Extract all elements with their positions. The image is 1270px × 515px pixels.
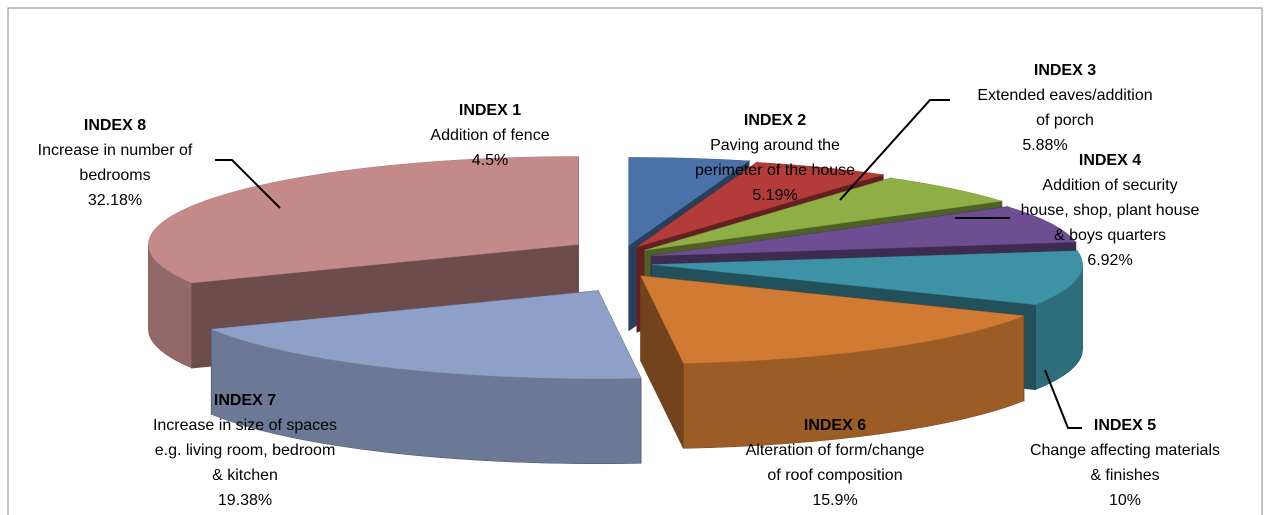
- label-text: of porch: [1036, 112, 1094, 129]
- label-text: of roof composition: [767, 467, 902, 484]
- label-text: house, shop, plant house: [1021, 202, 1200, 219]
- value-label: 10%: [1109, 492, 1141, 509]
- label-text: e.g. living room, bedroom: [155, 442, 336, 459]
- leader-line: [839, 99, 950, 201]
- slice-top: [148, 156, 579, 284]
- label-text: Paving around the: [710, 137, 840, 154]
- leader-line: [215, 159, 281, 209]
- value-label: 32.18%: [88, 192, 142, 209]
- label-text: Increase in size of spaces: [153, 417, 337, 434]
- label-text: Addition of fence: [430, 127, 549, 144]
- value-label: 19.38%: [218, 492, 272, 509]
- value-label: 5.88%: [1022, 137, 1067, 154]
- label-title: INDEX 8: [84, 117, 146, 134]
- label-title: INDEX 5: [1094, 417, 1156, 434]
- label-title: INDEX 3: [1034, 62, 1096, 79]
- value-label: 6.92%: [1087, 252, 1132, 269]
- label-text: Addition of security: [1042, 177, 1177, 194]
- label-text: & kitchen: [212, 467, 278, 484]
- label-title: INDEX 1: [459, 102, 521, 119]
- label-title: INDEX 7: [214, 392, 276, 409]
- label-text: bedrooms: [79, 167, 150, 184]
- slice-top: [651, 206, 1077, 257]
- label-title: INDEX 2: [744, 112, 806, 129]
- slice-top: [628, 157, 750, 246]
- value-label: 5.19%: [752, 187, 797, 204]
- label-title: INDEX 6: [804, 417, 866, 434]
- slice-top: [636, 162, 884, 248]
- value-label: 15.9%: [812, 492, 857, 509]
- leader-line: [1044, 369, 1082, 429]
- slice-top: [652, 250, 1083, 305]
- label-text: & boys quarters: [1054, 227, 1166, 244]
- label-title: INDEX 4: [1079, 152, 1141, 169]
- slice-top: [644, 177, 1002, 251]
- label-text: Change affecting materials: [1030, 442, 1220, 459]
- slice-top: [640, 275, 1024, 364]
- label-text: & finishes: [1090, 467, 1159, 484]
- label-text: Alteration of form/change: [746, 442, 925, 459]
- slice-top: [211, 290, 642, 380]
- label-text: Increase in number of: [38, 142, 193, 159]
- value-label: 4.5%: [472, 152, 508, 169]
- chart-border: [7, 7, 1263, 515]
- label-text: perimeter of the house: [695, 162, 855, 179]
- label-text: Extended eaves/addition: [977, 87, 1152, 104]
